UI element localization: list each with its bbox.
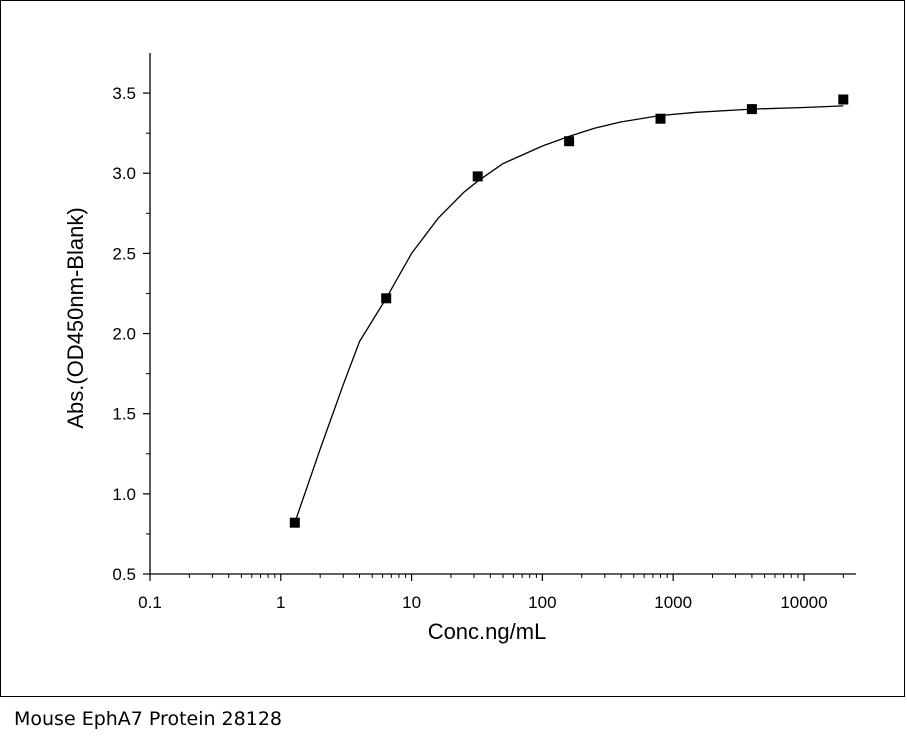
x-tick-label: 10000 — [780, 593, 827, 612]
x-tick-label: 0.1 — [138, 593, 162, 612]
y-tick-label: 1.5 — [112, 405, 136, 424]
y-tick-label: 2.0 — [112, 325, 136, 344]
y-tick-label: 1.0 — [112, 485, 136, 504]
data-point — [746, 104, 757, 115]
x-axis-ticks: 0.1 1 10 100 1000 10000 — [138, 574, 844, 612]
x-axis-title: Conc.ng/mL — [428, 619, 547, 644]
data-point — [655, 113, 666, 124]
fit-curve — [294, 105, 844, 523]
data-point — [472, 171, 483, 182]
x-tick-label: 1000 — [654, 593, 692, 612]
chart-frame: 0.5 1.0 1.5 2.0 2.5 3.0 3.5 0.1 1 10 100 1000 10000… — [0, 0, 905, 697]
data-point — [381, 293, 392, 304]
figure-caption: Mouse EphA7 Protein 28128 — [14, 708, 283, 730]
data-point — [838, 94, 849, 105]
data-point — [564, 136, 575, 147]
x-tick-label: 10 — [402, 593, 421, 612]
data-points — [289, 94, 849, 528]
y-tick-label: 3.5 — [112, 84, 136, 103]
x-tick-label: 100 — [528, 593, 556, 612]
y-tick-label: 0.5 — [112, 565, 136, 584]
y-axis-title: Abs.(OD450nm-Blank) — [63, 207, 88, 428]
y-axis-ticks: 0.5 1.0 1.5 2.0 2.5 3.0 3.5 — [112, 84, 150, 584]
y-tick-label: 2.5 — [112, 244, 136, 263]
y-tick-label: 3.0 — [112, 164, 136, 183]
x-tick-label: 1 — [276, 593, 285, 612]
axes — [149, 53, 856, 575]
data-point — [289, 517, 300, 528]
chart: 0.5 1.0 1.5 2.0 2.5 3.0 3.5 0.1 1 10 100 1000 10000… — [63, 53, 856, 644]
